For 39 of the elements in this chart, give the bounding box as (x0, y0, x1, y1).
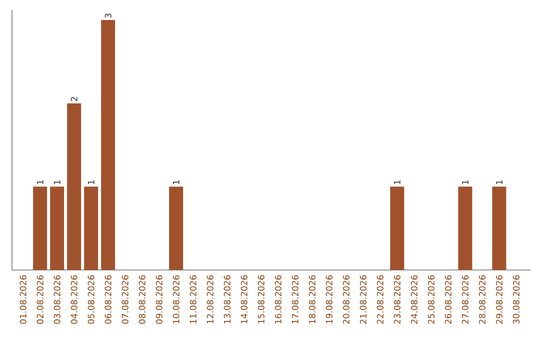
x-tick-label: 15.08.2026 (258, 275, 264, 324)
x-tick-label: 09.08.2026 (156, 275, 162, 324)
data-label: 1 (36, 180, 44, 184)
x-tick-label: 10.08.2026 (172, 275, 180, 324)
x-tick-label: 28.08.2026 (478, 275, 486, 324)
x-tick-label: 06.08.2026 (104, 275, 112, 324)
x-tick-label: 23.08.2026 (394, 275, 400, 324)
x-tick-label: 20.08.2026 (342, 275, 350, 324)
x-tick-label: 29.08.2026 (496, 275, 502, 324)
x-tick-label: 08.08.2026 (138, 275, 146, 324)
data-label: 1 (54, 180, 60, 184)
x-tick-label: 12.08.2026 (206, 275, 214, 324)
x-tick-label: 17.08.2026 (292, 275, 298, 324)
x-tick-label: 11.08.2026 (190, 275, 196, 324)
data-label: 3 (104, 14, 112, 18)
x-tick-label: 07.08.2026 (122, 275, 128, 324)
x-tick-label: 22.08.2026 (376, 275, 384, 324)
data-label: 1 (88, 180, 94, 184)
x-tick-label: 25.08.2026 (428, 275, 434, 324)
x-tick-label: 14.08.2026 (240, 275, 248, 324)
data-label: 2 (70, 97, 78, 102)
x-tick-label: 04.08.2026 (70, 275, 78, 324)
x-tick-label: 05.08.2026 (88, 275, 94, 324)
x-tick-label: 18.08.2026 (308, 275, 316, 324)
x-tick-label: 03.08.2026 (54, 275, 60, 324)
data-label: 1 (394, 180, 400, 184)
x-tick-label: 02.08.2026 (36, 275, 44, 324)
x-tick-label: 01.08.2026 (20, 275, 26, 324)
x-tick-label: 30.08.2026 (512, 275, 520, 324)
x-tick-label: 16.08.2026 (274, 275, 282, 324)
x-tick-label: 24.08.2026 (410, 275, 418, 324)
x-tick-label: 19.08.2026 (326, 275, 332, 324)
data-label: 1 (172, 180, 180, 184)
x-tick-label: 13.08.2026 (224, 275, 230, 324)
data-label: 1 (496, 180, 502, 184)
x-tick-label: 21.08.2026 (360, 275, 366, 324)
data-label: 1 (462, 180, 468, 184)
x-tick-label: 27.08.2026 (462, 275, 468, 324)
x-tick-label: 26.08.2026 (444, 275, 452, 324)
